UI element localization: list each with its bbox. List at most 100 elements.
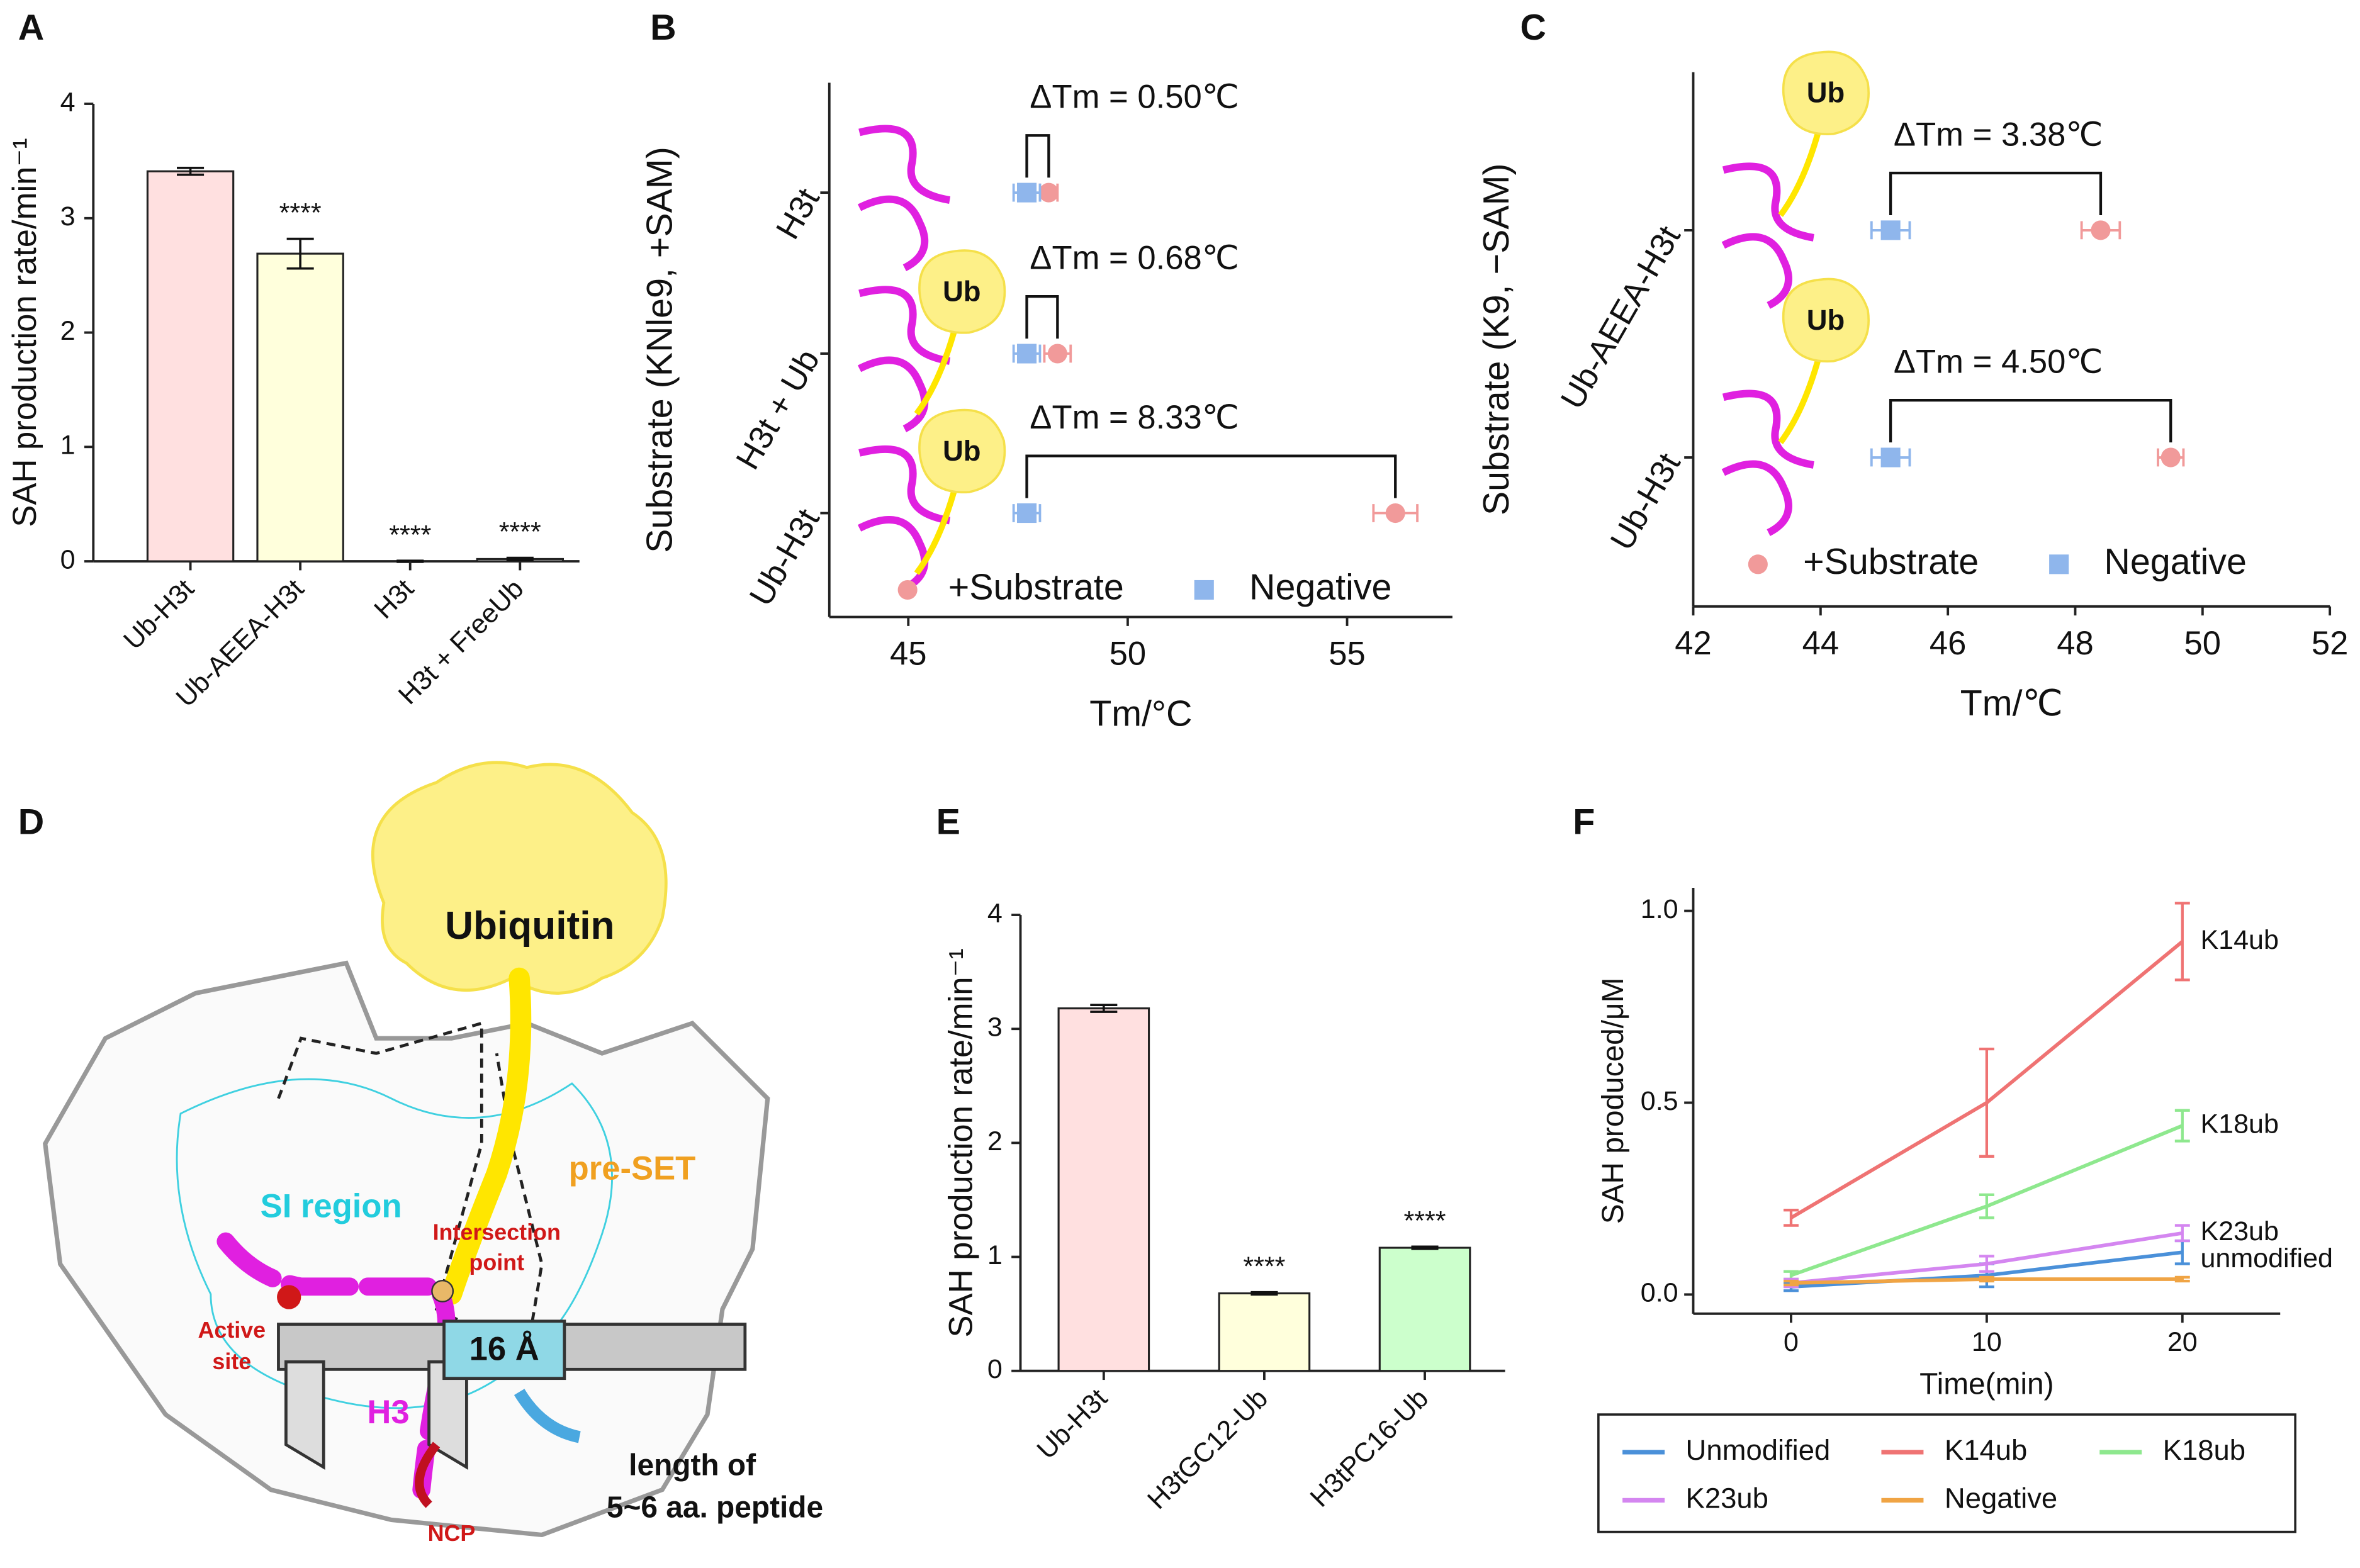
error-bar [1250,1291,1278,1296]
ubiquitin-blob [371,761,668,995]
point [1016,503,1037,524]
bar [1378,1246,1471,1372]
x-tick-label: H3t [369,573,420,624]
panel-label: A [18,8,44,48]
delta-tm: ΔTm = 8.33℃ [1030,399,1239,436]
note: 5~6 aa. peptide [607,1491,823,1524]
h3-peptide [857,286,951,432]
y-tick-label: 4 [60,87,76,117]
y-tick-label: 2 [987,1126,1003,1156]
error-bar [2174,902,2190,982]
preset-label: pre-SET [569,1150,696,1187]
si-outline [176,1078,613,1409]
ub-blob [918,249,1006,334]
bar [1057,1007,1150,1372]
panel-label: E [936,802,960,843]
diagram-d: D Ubiquitin SI region pre-SET Intersecti… [18,761,823,1546]
ub-blob [1782,277,1870,363]
bracket [1025,454,1397,498]
bracket [1889,171,2103,215]
y-tick-label: 0 [987,1354,1003,1384]
bracket [1889,399,2172,443]
x-tick-label: 50 [2184,625,2222,662]
significance: **** [1243,1252,1285,1282]
bracket [1025,134,1050,178]
error-bar [1979,1255,1994,1273]
point [1016,182,1037,203]
error-bar [1979,1275,1994,1283]
y-tick-label: H3t [769,182,827,245]
error-bar [1784,1209,1799,1227]
legend-label: K23ub [1686,1482,1768,1514]
end-label: unmodified [2200,1243,2333,1274]
h3-peptide [857,445,951,592]
y-tick-label: 2 [60,316,76,346]
ub-label: Ub [943,435,981,467]
y-tick-label: Ub-AEEA-H3t [1553,220,1688,415]
legend-label: +Substrate [1803,542,1979,582]
significance: **** [279,198,322,228]
y-tick-label: 0 [60,544,76,574]
point [1016,344,1037,364]
y-tick-label: 0.5 [1641,1086,1678,1116]
y-tick-label: H3t + Ub [729,343,827,476]
legend-label: Negative [1945,1482,2057,1514]
y-axis-label: SAH production rate/min⁻¹ [943,948,980,1337]
y-axis-label: SAH production rate/min⁻¹ [6,138,43,527]
x-tick-label: 55 [1329,636,1366,673]
significance: **** [499,517,541,547]
legend-label: +Substrate [948,568,1124,608]
x-tick-label: 52 [2312,625,2349,662]
error-bar [286,237,314,270]
ub-linker [1778,359,1821,444]
x-tick-label: 20 [2167,1327,2198,1357]
y-axis-label: SAH produced/μM [1597,978,1630,1224]
ub-label: Ub [1807,77,1845,109]
point [1047,344,1067,364]
x-tick-label: 44 [1802,625,1840,662]
significance: **** [389,520,431,550]
y-tick-label: 1 [60,430,76,461]
panel-label: B [650,8,676,48]
x-tick-label: Ub-H3t [118,573,199,655]
error-bar [506,556,534,562]
legend-label: K14ub [1945,1434,2027,1466]
legend-marker [897,580,918,600]
dashed-region [277,1021,544,1357]
ncp-arrow [415,1442,441,1508]
y-tick-label: Ub-H3t [1603,447,1688,556]
delta-tm: ΔTm = 0.50℃ [1030,79,1239,116]
ub-linker [1778,132,1821,217]
legend-label: Negative [1249,568,1391,608]
x-tick-label: 0 [1784,1327,1799,1357]
end-label: K14ub [2200,925,2278,955]
legend-marker [1748,554,1768,574]
error-bar [2174,1109,2190,1143]
active-label: Active [198,1318,266,1343]
bar [1218,1292,1311,1372]
x-tick-label: H3tGC12-Ub [1142,1383,1274,1515]
ub-linker [914,330,957,416]
h3-label: H3 [367,1394,409,1431]
x-axis-label: Time(min) [1919,1367,2054,1401]
x-tick-label: 42 [1675,625,1712,662]
legend-label: Negative [2104,542,2246,582]
y-tick-label: 3 [60,201,76,232]
x-tick-label: 48 [2057,625,2094,662]
intersection-label: Intersection [433,1220,561,1245]
arrow [514,1389,581,1443]
end-label: K18ub [2200,1109,2278,1139]
y-tick-label: Ub-H3t [742,503,827,612]
ub-blob [918,408,1006,494]
point [1880,447,1901,468]
legend-marker [1194,580,1214,600]
error-bar [1979,1193,1994,1219]
panel-label: C [1520,8,1546,48]
h3-peptide [1721,162,1814,309]
y-tick-label: 4 [987,898,1003,928]
y-tick-label: 1 [987,1240,1003,1270]
bar [256,252,344,563]
point [1385,503,1405,524]
si-label: SI region [261,1187,402,1224]
error-bar [1411,1245,1439,1250]
